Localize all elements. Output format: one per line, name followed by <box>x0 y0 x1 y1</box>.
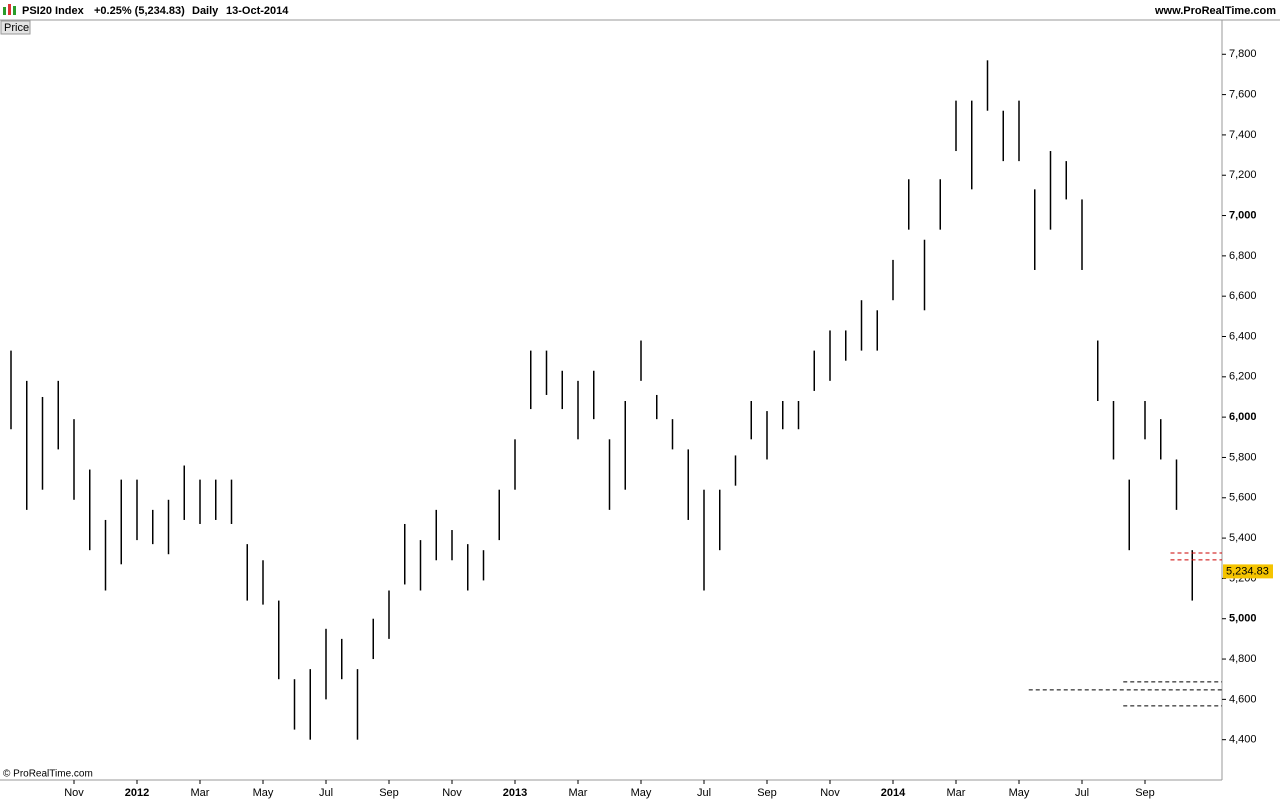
y-tick-label: 5,000 <box>1229 613 1257 625</box>
x-tick-label: Mar <box>947 787 966 799</box>
y-tick-label: 7,400 <box>1229 129 1257 141</box>
panel-label: Price <box>4 22 29 34</box>
date: 13-Oct-2014 <box>226 5 289 17</box>
plot: 4,4004,6004,8005,0005,2005,4005,6005,800… <box>10 48 1273 799</box>
x-tick-label: Jul <box>697 787 711 799</box>
y-tick-label: 7,600 <box>1229 88 1257 100</box>
y-tick-label: 5,800 <box>1229 451 1257 463</box>
x-tick-label: 2012 <box>125 787 149 799</box>
y-tick-label: 5,600 <box>1229 492 1257 504</box>
y-tick-label: 6,400 <box>1229 330 1257 342</box>
x-tick-label: Nov <box>820 787 840 799</box>
last-price-label: 5,234.83 <box>1226 565 1269 577</box>
x-tick-label: 2014 <box>881 787 906 799</box>
y-tick-label: 6,000 <box>1229 411 1257 423</box>
x-tick-label: Nov <box>64 787 84 799</box>
symbol: PSI20 Index <box>22 5 85 17</box>
y-tick-label: 7,200 <box>1229 169 1257 181</box>
site: www.ProRealTime.com <box>1154 5 1276 17</box>
x-tick-label: Mar <box>191 787 210 799</box>
x-tick-label: May <box>1009 787 1030 799</box>
x-tick-label: Jul <box>1075 787 1089 799</box>
y-tick-label: 7,800 <box>1229 48 1257 60</box>
x-tick-label: Nov <box>442 787 462 799</box>
x-tick-label: Sep <box>379 787 399 799</box>
footer: © ProRealTime.com <box>3 769 93 780</box>
change: +0.25% (5,234.83) <box>94 5 185 17</box>
x-tick-label: Sep <box>1135 787 1155 799</box>
header-bar <box>0 0 1280 20</box>
y-tick-label: 6,600 <box>1229 290 1257 302</box>
x-tick-label: Mar <box>569 787 588 799</box>
x-tick-label: May <box>253 787 274 799</box>
y-tick-label: 4,400 <box>1229 734 1257 746</box>
y-tick-label: 7,000 <box>1229 209 1257 221</box>
y-tick-label: 5,400 <box>1229 532 1257 544</box>
y-tick-label: 6,800 <box>1229 250 1257 262</box>
period: Daily <box>192 5 219 17</box>
last-price-box <box>1223 564 1273 579</box>
x-tick-label: Sep <box>757 787 777 799</box>
logo <box>3 4 16 15</box>
x-tick-label: May <box>631 787 652 799</box>
y-tick-label: 6,200 <box>1229 371 1257 383</box>
x-tick-label: Jul <box>319 787 333 799</box>
panel-label-box <box>0 20 31 35</box>
y-tick-label: 4,600 <box>1229 693 1257 705</box>
x-tick-label: 2013 <box>503 787 527 799</box>
y-tick-label: 4,800 <box>1229 653 1257 665</box>
